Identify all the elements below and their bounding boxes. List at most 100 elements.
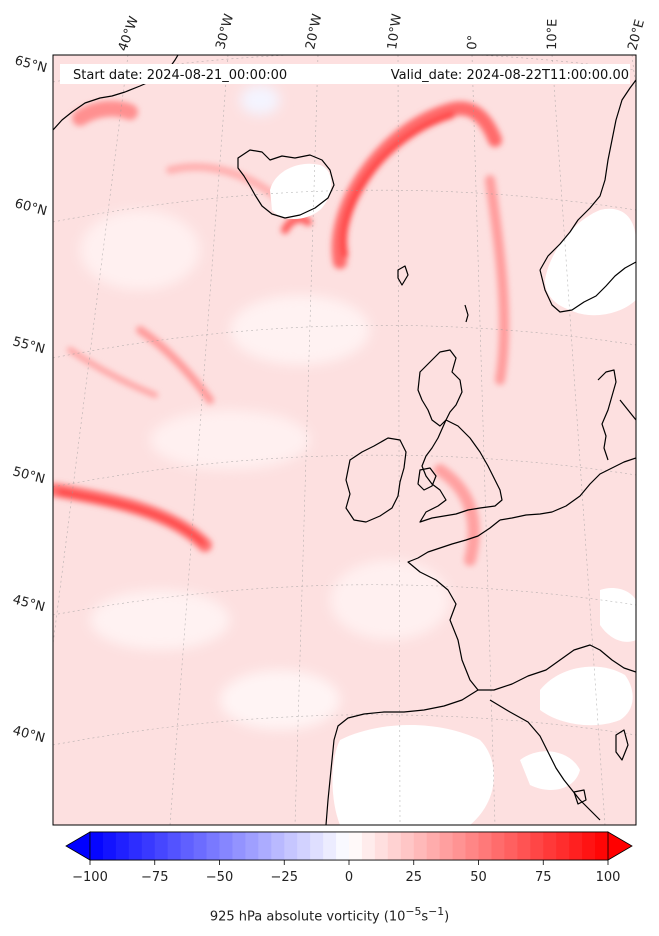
valid-date-text: Valid_date: 2024-08-22T11:00:00.00 (391, 68, 629, 83)
colorbar-step (128, 832, 143, 860)
colorbar-step (374, 832, 389, 860)
coast-corsica (615, 729, 629, 761)
map-frame (52, 54, 637, 826)
lat-label: 55°N (11, 334, 47, 357)
cb-tick-label: 50 (470, 870, 487, 885)
coast-norway-south (539, 261, 636, 313)
coast-continent-north (499, 457, 636, 521)
cb-tick-label: 25 (405, 870, 422, 885)
lon-label: 20°W (303, 12, 325, 50)
colorbar-step (245, 832, 259, 860)
colorbar-step (193, 832, 208, 860)
cb-tick-label: 100 (596, 870, 621, 885)
coast-ireland (345, 437, 407, 523)
coast-mediterranean (478, 644, 636, 691)
colorbar: −100 −75 −50 −25 0 25 50 75 100 (65, 831, 633, 885)
meridian-0 (471, 55, 496, 825)
colorbar-step (400, 832, 415, 860)
colorbar-step (465, 832, 479, 860)
colorbar-step (167, 832, 182, 860)
cb-tick-label: 0 (345, 870, 353, 885)
colorbar-ticks (89, 860, 609, 865)
colorbar-step (232, 832, 246, 860)
meridian-20w (294, 55, 319, 825)
lon-label: 40°W (116, 14, 142, 53)
colorbar-step (530, 832, 544, 860)
lat-label: 45°N (11, 592, 47, 615)
meridian-10e (551, 55, 606, 825)
weak-vorticity-patches (80, 85, 450, 730)
latitude-labels: 65°N 60°N 55°N 50°N 45°N 40°N (11, 53, 49, 746)
colorbar-step (141, 832, 156, 860)
colorbar-step (271, 832, 285, 860)
colorbar-step (284, 832, 298, 860)
colorbar-step (517, 832, 531, 860)
lon-label: 10°W (385, 13, 405, 51)
colorbar-extend-max (607, 831, 633, 861)
cb-tick-label: −100 (72, 870, 108, 885)
colorbar-steps (89, 831, 609, 861)
lon-label: 30°W (213, 12, 237, 51)
colorbar-step (90, 832, 104, 860)
longitude-labels: 40°W 30°W 20°W 10°W 0° 10°E 20°E (116, 12, 648, 53)
colorbar-step (478, 832, 492, 860)
cb-tick-label: −25 (271, 870, 298, 885)
colorbar-step (310, 832, 324, 860)
colorbar-step (387, 832, 402, 860)
lon-label: 20°E (625, 18, 648, 52)
colorbar-step (349, 832, 363, 860)
coast-scotland (417, 349, 463, 427)
masked-land-areas (270, 163, 636, 825)
colorbar-step (336, 832, 350, 860)
coast-iberia-north (325, 689, 479, 825)
coast-norway (539, 79, 636, 271)
colorbar-extend-min (65, 831, 91, 861)
coast-denmark (597, 369, 617, 461)
colorbar-step (102, 832, 117, 860)
colorbar-step (154, 832, 169, 860)
colorbar-step (426, 832, 441, 860)
colorbar-step (297, 832, 311, 860)
start-date-text: Start date: 2024-08-21_00:00:00 (73, 68, 287, 83)
colorbar-step (452, 832, 467, 860)
colorbar-step (491, 832, 505, 860)
colorbar-step (258, 832, 272, 860)
colorbar-step (543, 832, 557, 860)
colorbar-step (556, 832, 570, 860)
colorbar-step (115, 832, 130, 860)
colorbar-step (323, 832, 337, 860)
header-band (60, 64, 630, 84)
colorbar-step (206, 832, 220, 860)
colorbar-step (504, 832, 518, 860)
meridian-30w (169, 55, 229, 825)
colorbar-step (180, 832, 195, 860)
colorbar-step (582, 832, 596, 860)
cb-tick-label: −50 (206, 870, 233, 885)
coast-iceland (237, 149, 335, 219)
coast-faroe (397, 265, 409, 286)
colorbar-tick-labels: −100 −75 −50 −25 0 25 50 75 100 (72, 870, 620, 885)
colorbar-step (439, 832, 454, 860)
coast-sweden-south (619, 399, 636, 421)
lat-label: 65°N (13, 53, 49, 76)
lat-label: 60°N (13, 196, 49, 219)
lon-label: 0° (465, 34, 481, 50)
colorbar-step (569, 832, 583, 860)
lon-label: 10°E (545, 19, 561, 51)
map-panel (53, 55, 636, 825)
colorbar-step (413, 832, 428, 860)
coast-balearic (573, 789, 587, 805)
cb-tick-label: −75 (141, 870, 168, 885)
lat-label: 50°N (11, 464, 47, 487)
colorbar-step (595, 832, 609, 860)
colorbar-label: 925 hPa absolute vorticity (10−5s−1) (209, 905, 450, 925)
coast-shetland (464, 304, 469, 323)
colorbar-step (361, 832, 376, 860)
lat-label: 40°N (11, 723, 47, 746)
cb-tick-label: 75 (535, 870, 552, 885)
coast-france (407, 519, 501, 691)
coast-england (419, 419, 503, 523)
coast-wales (417, 467, 437, 491)
coast-iberia-east (489, 699, 601, 821)
